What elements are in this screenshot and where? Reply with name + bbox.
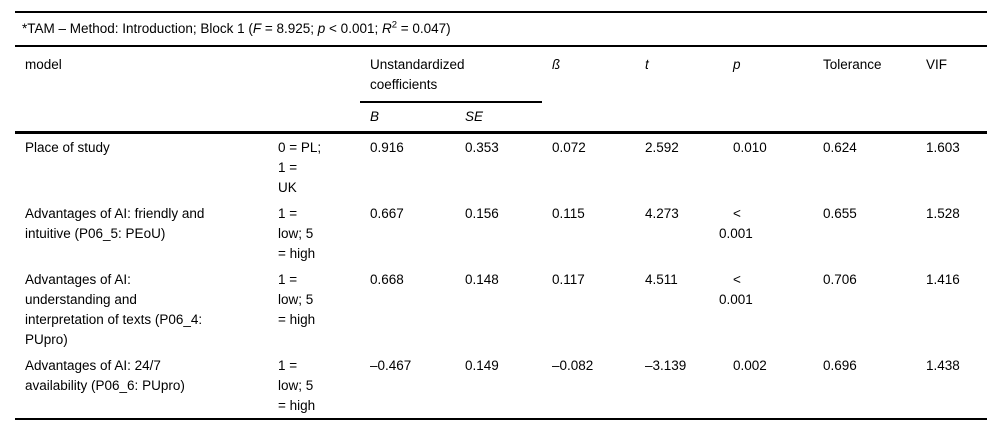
tolerance-cell: 0.624 [823,140,857,155]
column-header-t: t [635,46,709,134]
coding-cell: 1 = low; 5 = high [268,352,360,420]
header-row-1: model Unstandardized coefficients ß t p … [15,46,988,134]
se-cell: 0.353 [465,140,499,155]
tolerance-cell: 0.706 [823,272,857,287]
b-cell: 0.916 [370,140,404,155]
p-cell: 0.010 [733,140,767,155]
r-squared-exponent: 2 [391,19,398,31]
table-row: Advantages of AI: understanding and inte… [15,266,987,352]
vif-cell: 1.416 [926,272,960,287]
se-cell: 0.148 [465,272,499,287]
p-cell: < 0.001 [719,272,753,307]
model-cell: Advantages of AI: understanding and inte… [25,272,203,347]
tolerance-cell: 0.655 [823,206,857,221]
t-cell: 4.273 [645,206,679,221]
model-cell: Place of study [25,140,110,155]
p-cell: < 0.001 [719,206,753,241]
table-row: Place of study 0 = PL; 1 = UK 0.916 0.35… [15,133,987,201]
column-header-vif: VIF [916,46,988,134]
column-header-se: SE [455,102,542,134]
coding-cell: 1 = low; 5 = high [278,272,316,327]
model-cell: Advantages of AI: friendly and intuitive… [25,206,205,241]
title-prefix: *TAM – Method: Introduction; Block 1 ( [22,21,253,36]
column-header-p: p [709,46,813,134]
b-cell: 0.668 [370,272,404,287]
se-cell: 0.149 [455,352,542,420]
vif-cell: 1.603 [926,140,960,155]
coding-cell: 1 = low; 5 = high [278,206,316,261]
column-header-beta: ß [542,46,635,134]
column-header-unstandardized-coefficients: Unstandardized coefficients [360,46,542,103]
r-squared-value: = 0.047) [397,21,451,36]
b-cell: –0.467 [360,352,455,420]
beta-cell: –0.082 [542,352,635,420]
tolerance-cell: 0.696 [813,352,916,420]
table-row: Advantages of AI: friendly and intuitive… [15,200,987,266]
column-header-tolerance: Tolerance [813,46,916,134]
f-statistic-label: F [252,21,262,36]
coding-cell: 0 = PL; 1 = UK [278,140,322,195]
column-header-model: model [15,46,360,134]
regression-results-table: *TAM – Method: Introduction; Block 1 (F … [15,11,988,420]
b-cell: 0.667 [370,206,404,221]
beta-cell: 0.117 [552,272,585,287]
se-cell: 0.156 [465,206,499,221]
t-cell: 2.592 [645,140,679,155]
table-title-row: *TAM – Method: Introduction; Block 1 (F … [15,11,988,47]
model-cell: Advantages of AI: 24/7 availability (P06… [15,352,268,420]
p-value-text: < 0.001; [325,21,382,36]
beta-cell: 0.072 [552,140,586,155]
r-squared-label: R [381,21,392,36]
header-row-2: B SE [15,102,987,134]
table-row: Advantages of AI: 24/7 availability (P06… [15,352,988,420]
t-cell: –3.139 [635,352,709,420]
table-title: *TAM – Method: Introduction; Block 1 (F … [15,11,988,47]
vif-cell: 1.528 [926,206,960,221]
column-header-b: B [360,102,455,134]
t-cell: 4.511 [645,272,678,287]
vif-cell: 1.438 [916,352,988,420]
p-cell: 0.002 [709,352,813,420]
beta-cell: 0.115 [552,206,585,221]
f-statistic-value: = 8.925; [261,21,318,36]
p-value-label: p [317,21,326,36]
